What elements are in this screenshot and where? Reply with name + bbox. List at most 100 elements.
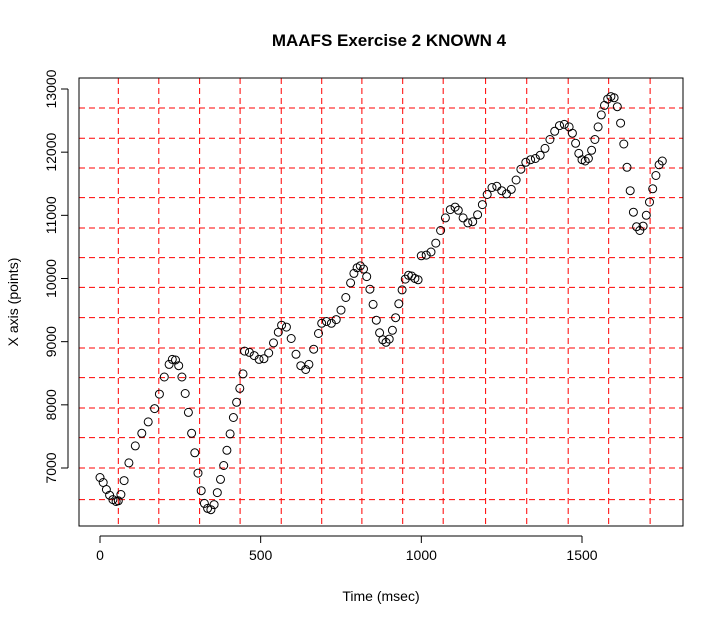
y-tick-label: 12000 xyxy=(43,132,59,171)
data-point xyxy=(209,500,219,510)
data-point xyxy=(159,372,169,382)
data-point xyxy=(463,218,473,228)
y-tick-label: 10000 xyxy=(43,259,59,298)
data-point xyxy=(240,346,250,356)
data-point xyxy=(331,315,341,325)
data-point xyxy=(590,135,600,144)
data-point xyxy=(113,496,123,506)
data-point xyxy=(387,325,397,335)
data-point xyxy=(119,476,129,486)
data-point xyxy=(219,461,229,470)
data-point xyxy=(622,162,632,172)
data-point xyxy=(477,200,487,210)
data-point xyxy=(521,157,531,167)
data-point xyxy=(540,143,550,153)
data-point xyxy=(567,128,577,138)
data-point xyxy=(281,322,291,332)
data-point xyxy=(571,138,581,148)
y-tick-label: 9000 xyxy=(43,326,59,357)
data-point xyxy=(426,247,436,257)
data-point xyxy=(346,278,356,288)
data-point xyxy=(648,184,658,194)
data-point xyxy=(413,275,423,285)
data-point xyxy=(612,102,622,112)
data-point xyxy=(487,183,497,192)
x-tick-label: 500 xyxy=(249,547,273,563)
data-point xyxy=(378,335,388,345)
data-point xyxy=(174,361,184,371)
data-point xyxy=(450,202,460,212)
data-point xyxy=(269,338,278,348)
data-point xyxy=(216,474,225,484)
data-point xyxy=(359,264,368,274)
data-point xyxy=(625,186,635,196)
data-point xyxy=(154,389,164,399)
data-point xyxy=(371,315,381,325)
data-point xyxy=(506,184,516,194)
data-point xyxy=(264,348,274,358)
data-point xyxy=(473,210,483,220)
gridlines xyxy=(79,78,683,526)
data-point xyxy=(228,413,238,422)
data-point xyxy=(445,205,455,215)
data-point xyxy=(638,221,648,231)
data-point xyxy=(150,404,160,414)
data-point xyxy=(212,488,222,498)
data-point xyxy=(511,175,521,185)
data-point xyxy=(314,329,323,338)
data-point xyxy=(196,486,206,496)
data-point xyxy=(657,156,667,166)
data-point xyxy=(225,429,235,439)
data-point xyxy=(187,428,197,438)
data-point xyxy=(101,485,111,494)
data-point xyxy=(124,458,134,468)
plot-frame xyxy=(78,77,684,527)
data-point xyxy=(530,154,540,163)
data-points xyxy=(95,92,667,515)
data-point xyxy=(232,397,242,407)
data-point xyxy=(545,135,555,144)
x-tick-label: 1500 xyxy=(566,547,597,563)
data-point xyxy=(365,284,375,294)
data-point xyxy=(609,93,619,103)
y-tick-label: 13000 xyxy=(43,69,59,108)
data-point xyxy=(244,347,254,357)
data-point xyxy=(526,155,536,165)
data-point xyxy=(550,126,560,136)
data-point xyxy=(171,355,180,365)
data-point xyxy=(559,119,569,129)
data-point xyxy=(362,272,372,282)
data-point xyxy=(137,428,147,438)
data-point xyxy=(235,383,245,393)
data-point xyxy=(254,354,264,364)
data-point xyxy=(341,293,351,302)
data-point xyxy=(535,150,545,160)
data-point xyxy=(603,94,613,104)
data-point xyxy=(190,448,200,458)
data-point xyxy=(222,445,232,455)
data-point xyxy=(167,354,177,364)
data-point xyxy=(259,354,269,364)
chart-title: MAAFS Exercise 2 KNOWN 4 xyxy=(272,31,507,50)
data-point xyxy=(199,498,209,508)
data-point xyxy=(583,154,593,163)
data-point xyxy=(322,317,331,326)
y-axis: 7000 8000 9000 10000 11000 12000 13000 xyxy=(43,69,69,484)
data-point xyxy=(431,238,441,248)
data-point xyxy=(301,365,311,374)
data-point xyxy=(497,186,507,196)
data-point xyxy=(291,349,301,359)
data-point xyxy=(143,417,153,427)
data-point xyxy=(277,320,287,330)
data-point xyxy=(336,305,346,315)
data-point xyxy=(384,334,394,344)
data-point xyxy=(619,139,629,149)
data-point xyxy=(381,337,391,347)
data-point xyxy=(440,213,450,223)
data-point xyxy=(516,164,526,174)
data-point xyxy=(355,261,365,271)
data-point xyxy=(183,407,193,417)
data-point xyxy=(502,189,511,199)
data-point xyxy=(193,468,203,478)
data-point xyxy=(177,372,187,382)
